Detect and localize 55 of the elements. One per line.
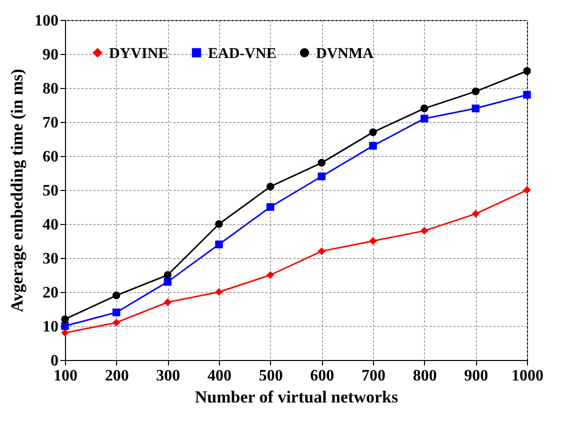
point: [215, 220, 223, 228]
point: [164, 271, 172, 279]
y-tick-label: 20: [42, 284, 58, 302]
y-tick-label: 60: [42, 148, 58, 166]
x-tick-label: 200: [104, 368, 129, 384]
point: [112, 292, 120, 300]
y-tick-label: 50: [42, 182, 58, 200]
y-tick-label: 100: [34, 12, 58, 30]
point: [215, 240, 223, 248]
legend-label: DVNMA: [316, 46, 374, 62]
y-tick-label: 70: [42, 114, 58, 132]
point: [318, 172, 326, 180]
point: [164, 298, 172, 306]
point: [112, 308, 120, 316]
point: [318, 247, 326, 256]
y-tick-label: 30: [42, 250, 58, 268]
y-axis-title: Avgerage embedding time (in ms): [8, 68, 26, 312]
x-tick-label: 300: [156, 368, 180, 384]
point: [369, 237, 377, 245]
y-tick-label: 80: [42, 80, 58, 98]
point: [266, 203, 274, 211]
point: [112, 318, 120, 326]
point: [472, 88, 480, 96]
point: [472, 210, 480, 218]
y-tick-label: 0: [50, 352, 58, 370]
x-tick-label: 800: [412, 368, 437, 384]
x-tick-label: 600: [310, 368, 334, 384]
x-tick-label: 100: [54, 368, 78, 384]
point: [523, 186, 531, 194]
point: [369, 142, 377, 150]
point: [369, 128, 377, 136]
legend-label: DYVINE: [109, 46, 168, 62]
point: [61, 322, 69, 330]
point: [420, 104, 428, 112]
y-tick-label: 40: [42, 216, 58, 234]
x-tick-label: 1000: [512, 368, 544, 384]
point: [523, 90, 531, 99]
point: [61, 328, 69, 337]
x-tick-label: 900: [464, 368, 488, 384]
x-tick-label: 700: [362, 368, 386, 384]
point: [215, 288, 223, 296]
y-tick-label: 90: [42, 46, 58, 64]
point: [266, 271, 274, 279]
point: [420, 114, 428, 122]
point: [61, 315, 69, 324]
point: [420, 226, 428, 235]
x-tick-label: 500: [258, 368, 283, 384]
y-tick-label: 10: [42, 318, 58, 336]
x-axis-title: Number of virtual networks: [194, 388, 398, 406]
point: [472, 104, 480, 112]
point: [523, 67, 531, 75]
point: [266, 182, 274, 190]
x-tick-label: 400: [208, 368, 232, 384]
legend-label: EAD-VNE: [208, 46, 276, 62]
point: [318, 158, 326, 167]
